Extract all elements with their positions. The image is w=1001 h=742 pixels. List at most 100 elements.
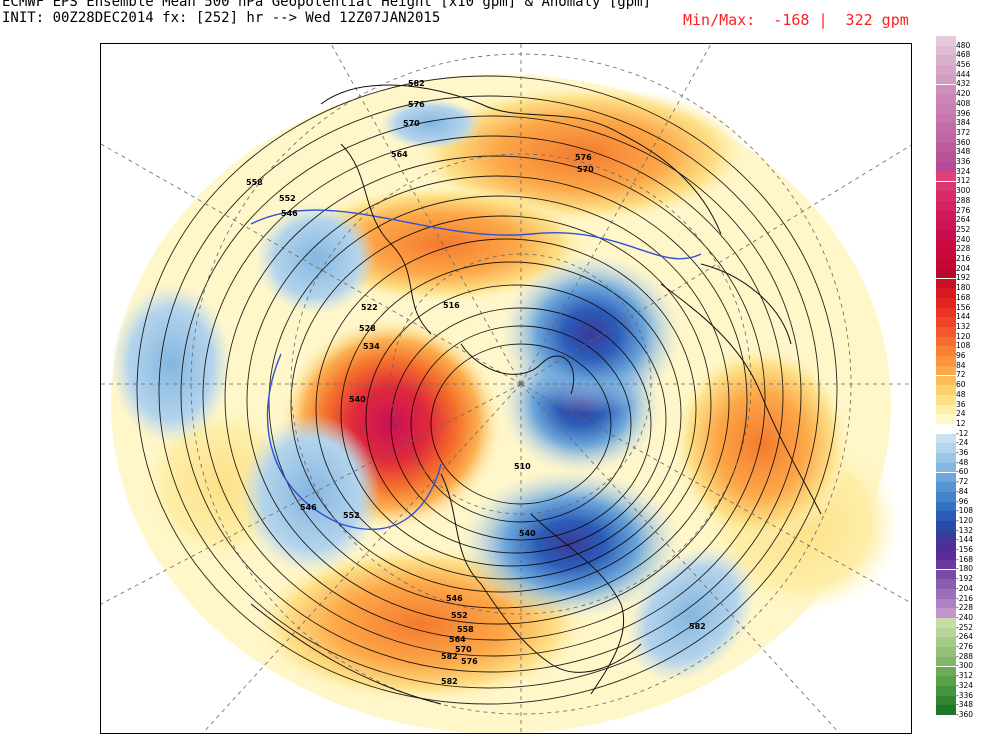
legend-entry: -228 xyxy=(936,598,996,612)
legend-tick-label: -348 xyxy=(956,700,974,710)
legend-swatch xyxy=(936,200,956,211)
legend-entry: -312 xyxy=(936,666,996,679)
legend-tick-label: 24 xyxy=(956,409,966,419)
legend-entry: -36 xyxy=(936,443,996,456)
legend-tick-label: 288 xyxy=(956,195,971,205)
contour-label: 528 xyxy=(359,324,376,333)
legend-entry: -120 xyxy=(936,511,996,524)
legend-swatch xyxy=(936,695,956,706)
legend-tick-label: -300 xyxy=(956,661,974,671)
legend-swatch xyxy=(936,598,956,609)
legend-tick-label: 324 xyxy=(956,166,971,176)
legend-entry: -276 xyxy=(936,637,996,650)
legend-swatch xyxy=(936,472,956,483)
legend-tick-label: 396 xyxy=(956,108,971,118)
legend-entry: 252 xyxy=(936,220,996,233)
legend-entry: 36 xyxy=(936,394,996,408)
legend-tick-label: -312 xyxy=(956,671,974,681)
legend-entry: -24 xyxy=(936,433,996,447)
contour-label: 582 xyxy=(408,79,425,88)
map-canvas: 582 576 570 564 558 552 546 540 528 534 … xyxy=(101,44,911,733)
legend-tick-label: 36 xyxy=(956,399,966,409)
contour-label: 576 xyxy=(575,153,592,162)
legend-entry: 96 xyxy=(936,346,996,359)
legend-swatch xyxy=(936,588,956,599)
legend-swatch xyxy=(936,268,956,279)
legend-entry: 180 xyxy=(936,278,996,291)
legend-tick-label: 84 xyxy=(956,360,966,370)
legend-tick-label: -192 xyxy=(956,574,974,584)
legend-entry: 468 xyxy=(936,45,996,59)
legend-swatch xyxy=(936,45,956,56)
legend-entry: -156 xyxy=(936,540,996,553)
legend-entry: 120 xyxy=(936,327,996,340)
legend-swatch xyxy=(936,608,956,618)
legend-tick-label: -24 xyxy=(956,438,969,448)
contour-label: 558 xyxy=(457,625,474,634)
legend-swatch xyxy=(936,84,956,95)
legend-swatch xyxy=(936,685,956,696)
contour-label: 582 xyxy=(441,652,458,661)
polar-vortex-anomaly xyxy=(501,254,681,414)
legend-swatch xyxy=(936,637,956,648)
legend-entry: 192 xyxy=(936,268,996,282)
height-contours xyxy=(136,75,838,705)
legend-entry: 216 xyxy=(936,249,996,262)
legend-tick-label: -216 xyxy=(956,593,974,603)
contour-label: 570 xyxy=(577,165,594,174)
legend-tick-label: -204 xyxy=(956,583,974,593)
legend-swatch xyxy=(936,239,956,250)
legend-entry: -336 xyxy=(936,685,996,699)
legend-entry: -300 xyxy=(936,656,996,670)
legend-swatch xyxy=(936,569,956,580)
legend-swatch xyxy=(936,278,956,289)
legend-swatch xyxy=(936,249,956,260)
legend-entry: -84 xyxy=(936,482,996,495)
legend-entry: 288 xyxy=(936,191,996,204)
contour-label: 570 xyxy=(455,645,472,654)
legend-entry: -216 xyxy=(936,588,996,602)
legend-entry: 48 xyxy=(936,385,996,398)
legend-entry: -252 xyxy=(936,618,996,631)
legend-tick-label: 180 xyxy=(956,283,971,293)
legend-entry: -168 xyxy=(936,550,996,563)
legend-swatch xyxy=(936,666,956,677)
legend-entry: 408 xyxy=(936,94,996,107)
legend-tick-label: 132 xyxy=(956,321,971,331)
legend-entry: -108 xyxy=(936,501,996,515)
legend-swatch xyxy=(936,103,956,114)
legend-tick-label: 48 xyxy=(956,389,966,399)
legend-entry: 24 xyxy=(936,404,996,418)
legend-entry: 360 xyxy=(936,133,996,146)
legend-tick-label: 408 xyxy=(956,98,971,108)
contour-label: 552 xyxy=(279,194,296,203)
contour-label: 582 xyxy=(441,677,458,686)
legend-tick-label: -72 xyxy=(956,477,969,487)
contour-label: 546 xyxy=(281,209,298,218)
contour-label: 558 xyxy=(246,178,263,187)
legend-tick-label: 60 xyxy=(956,380,966,390)
legend-swatch xyxy=(936,579,956,589)
legend-tick-label: 300 xyxy=(956,186,971,196)
legend-entry: 12 xyxy=(936,414,996,427)
min-max-label: Min/Max: -168 | 322 gpm xyxy=(683,11,909,29)
legend-swatch xyxy=(936,191,956,201)
legend-entry: -288 xyxy=(936,647,996,660)
legend-entry: 72 xyxy=(936,365,996,379)
legend-swatch xyxy=(936,65,956,75)
legend-swatch xyxy=(936,152,956,163)
legend-entry: 264 xyxy=(936,210,996,224)
legend-entry: 420 xyxy=(936,84,996,97)
legend-entry: 144 xyxy=(936,307,996,321)
legend-tick-label: -336 xyxy=(956,690,974,700)
legend-tick-label: -252 xyxy=(956,622,974,632)
legend-entry: -192 xyxy=(936,569,996,582)
legend-swatch xyxy=(936,656,956,667)
legend-entry: 312 xyxy=(936,171,996,185)
legend-swatch xyxy=(936,288,956,298)
legend-swatch xyxy=(936,404,956,415)
legend-swatch xyxy=(936,550,956,560)
legend-tick-label: -156 xyxy=(956,545,974,555)
legend-swatch xyxy=(936,317,956,327)
legend-tick-label: 276 xyxy=(956,205,971,215)
